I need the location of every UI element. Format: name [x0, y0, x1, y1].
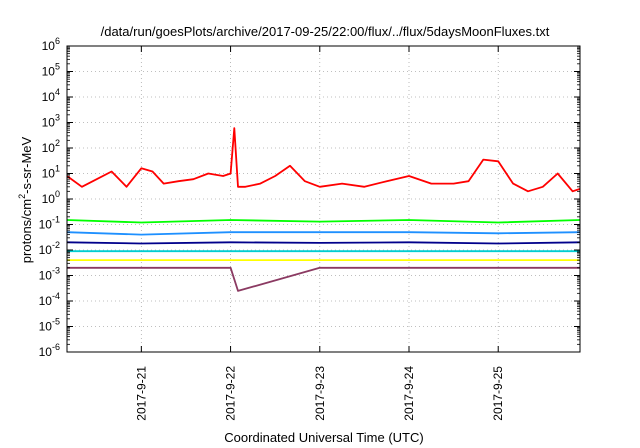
series-line [66, 231, 581, 236]
series-line [66, 241, 581, 245]
y-tick-label: 10-5 [39, 317, 60, 334]
y-axis: 10-6 10-5 10-4 10-3 10-2 10-1 100 101 102 103 104 1… [39, 36, 580, 359]
chart-title: /data/run/goesPlots/archive/2017-09-25/2… [101, 24, 550, 39]
series-layer [66, 127, 581, 292]
y-axis-label-superscript: 2 [17, 194, 27, 199]
series-line [66, 219, 581, 224]
y-tick-label: 105 [42, 62, 60, 79]
x-tick-label: 2017-9-22 [224, 366, 238, 421]
x-axis: 2017-9-21 2017-9-22 2017-9-23 2017-9-24 2017… [134, 46, 505, 421]
series-line [67, 266, 580, 292]
y-tick-label: 10-6 [39, 342, 60, 359]
y-tick-label: 10-4 [39, 291, 60, 308]
x-tick-label: 2017-9-24 [402, 366, 416, 421]
y-axis-label-suffix: -s-sr-MeV [19, 136, 34, 193]
y-tick-label: 101 [42, 164, 60, 181]
x-tick-label: 2017-9-21 [134, 366, 148, 421]
y-tick-label: 100 [42, 189, 60, 206]
y-tick-label: 10-3 [39, 266, 60, 283]
y-axis-label: protons/cm2-s-sr-MeV [17, 136, 34, 263]
y-tick-label: 104 [42, 87, 60, 104]
y-tick-label: 10-2 [39, 240, 60, 257]
x-tick-label: 2017-9-25 [491, 366, 505, 421]
series-line [66, 127, 581, 193]
x-axis-label: Coordinated Universal Time (UTC) [224, 430, 423, 445]
grid [67, 46, 580, 352]
y-tick-label: 10-1 [39, 215, 60, 232]
y-tick-label: 103 [42, 113, 60, 130]
y-tick-label: 102 [42, 138, 60, 155]
x-tick-label: 2017-9-23 [313, 366, 327, 421]
y-axis-label-prefix: protons/cm [19, 199, 34, 263]
y-tick-label: 106 [42, 36, 60, 53]
